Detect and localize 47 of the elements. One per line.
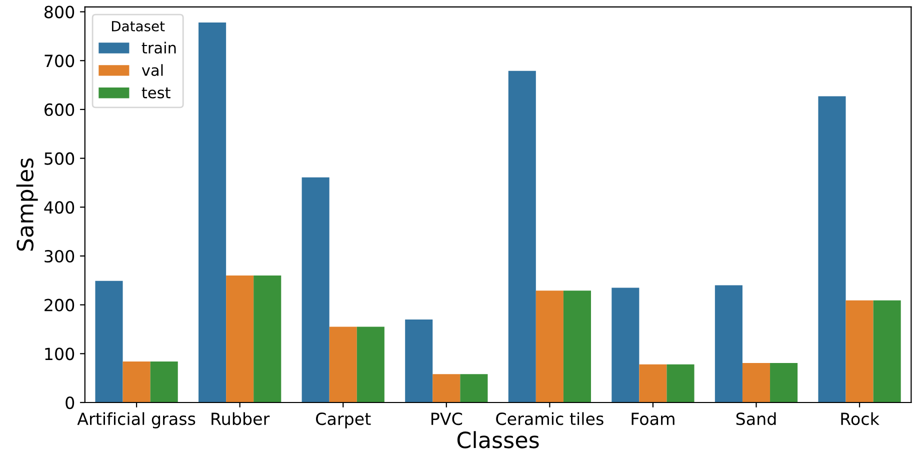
bar bbox=[226, 276, 254, 402]
y-tick-label: 100 bbox=[45, 348, 74, 360]
y-tick-label: 400 bbox=[44, 201, 74, 214]
bar bbox=[770, 362, 798, 402]
bar bbox=[508, 70, 536, 402]
y-tick-label: 200 bbox=[44, 298, 74, 312]
bar bbox=[846, 300, 874, 402]
bar bbox=[666, 364, 694, 402]
x-tick-label: Carpet bbox=[316, 412, 371, 428]
legend-title: Dataset bbox=[112, 21, 165, 32]
bar bbox=[714, 285, 742, 402]
bar bbox=[150, 361, 178, 402]
y-tick-label: 500 bbox=[44, 152, 74, 165]
bar bbox=[122, 361, 150, 402]
legend-label: test bbox=[142, 87, 170, 98]
x-axis-title: Classes bbox=[457, 431, 539, 448]
bar bbox=[405, 319, 433, 402]
bar bbox=[95, 280, 123, 402]
legend-label: val bbox=[142, 64, 163, 76]
y-tick-label: 300 bbox=[44, 250, 74, 263]
y-tick-label: 700 bbox=[44, 54, 74, 68]
bar bbox=[198, 22, 226, 402]
bar bbox=[536, 290, 564, 402]
x-tick-label: PVC bbox=[431, 412, 462, 426]
y-tick-label: 800 bbox=[44, 6, 74, 18]
bar bbox=[873, 300, 901, 402]
x-tick-label: Ceramic tiles bbox=[496, 412, 604, 426]
bar bbox=[818, 96, 846, 402]
y-tick-label: 0 bbox=[66, 396, 74, 410]
bar bbox=[639, 364, 667, 402]
bar bbox=[432, 374, 460, 402]
x-tick-label: Sand bbox=[736, 412, 776, 426]
bar bbox=[254, 276, 282, 402]
bar bbox=[329, 326, 357, 402]
x-tick-label: Rubber bbox=[212, 412, 270, 426]
y-axis-title: Samples bbox=[16, 158, 38, 251]
bar bbox=[356, 326, 384, 402]
bar bbox=[460, 374, 488, 402]
bar bbox=[742, 362, 770, 402]
bar bbox=[302, 177, 330, 402]
x-tick-label: Foam bbox=[632, 412, 674, 426]
bar bbox=[563, 290, 591, 402]
legend-label: train bbox=[142, 42, 176, 54]
x-tick-label: Artificial grass bbox=[77, 412, 196, 428]
x-tick-label: Rock bbox=[841, 412, 880, 426]
bar bbox=[612, 288, 640, 402]
y-tick-label: 600 bbox=[44, 103, 74, 116]
